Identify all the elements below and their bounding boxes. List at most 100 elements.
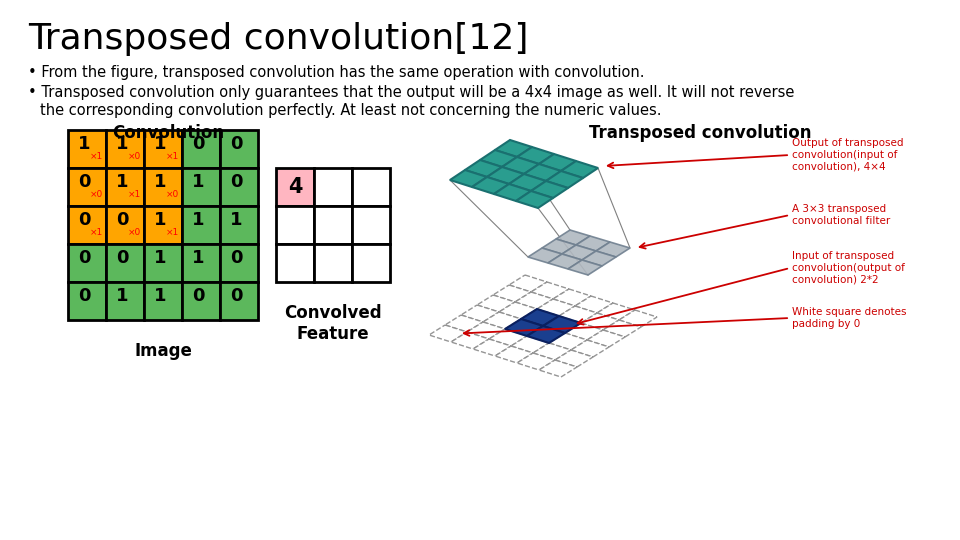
Bar <box>314 168 352 206</box>
Text: Transposed convolution: Transposed convolution <box>588 124 811 142</box>
Text: 0: 0 <box>78 212 90 230</box>
Bar <box>182 282 220 320</box>
Bar <box>144 130 182 168</box>
Bar <box>276 168 314 206</box>
Text: 1: 1 <box>192 249 204 267</box>
Text: ×1: ×1 <box>166 152 180 161</box>
Polygon shape <box>483 312 521 329</box>
Polygon shape <box>521 309 559 326</box>
Polygon shape <box>565 323 603 340</box>
Polygon shape <box>562 245 596 260</box>
Bar <box>182 206 220 244</box>
Text: 1: 1 <box>116 173 129 192</box>
Bar <box>182 130 220 168</box>
Polygon shape <box>477 295 515 312</box>
Text: 1: 1 <box>116 287 129 306</box>
Polygon shape <box>495 140 532 157</box>
Bar <box>68 168 106 206</box>
Text: A 3×3 transposed
convolutional filter: A 3×3 transposed convolutional filter <box>792 204 890 226</box>
Text: • Transposed convolution only guarantees that the output will be a 4x4 image as : • Transposed convolution only guarantees… <box>28 85 794 100</box>
Bar <box>144 244 182 282</box>
Bar <box>68 130 106 168</box>
Bar <box>220 244 258 282</box>
Text: ×0: ×0 <box>129 152 141 161</box>
Polygon shape <box>499 302 537 319</box>
Bar <box>106 168 144 206</box>
Polygon shape <box>539 360 577 377</box>
Bar <box>276 244 314 282</box>
Polygon shape <box>531 282 569 299</box>
Polygon shape <box>533 343 571 360</box>
Bar <box>220 206 258 244</box>
Bar <box>314 206 352 244</box>
Text: • From the figure, transposed convolution has the same operation with convolutio: • From the figure, transposed convolutio… <box>28 65 644 80</box>
Polygon shape <box>472 177 509 194</box>
Bar <box>106 282 144 320</box>
Polygon shape <box>521 309 559 326</box>
Polygon shape <box>575 296 613 313</box>
Text: ×1: ×1 <box>90 152 104 161</box>
Text: 1: 1 <box>154 136 166 153</box>
Polygon shape <box>539 154 576 171</box>
Text: 0: 0 <box>78 249 90 267</box>
Polygon shape <box>516 191 553 208</box>
Text: 0: 0 <box>78 287 90 306</box>
Bar <box>352 206 390 244</box>
Text: 4: 4 <box>288 177 302 197</box>
Bar <box>220 130 258 168</box>
Polygon shape <box>548 254 582 269</box>
Polygon shape <box>619 310 657 327</box>
Bar <box>352 168 390 206</box>
Text: 0: 0 <box>229 136 242 153</box>
Text: 0: 0 <box>229 173 242 192</box>
Polygon shape <box>555 350 593 367</box>
Polygon shape <box>517 353 555 370</box>
Polygon shape <box>596 242 630 257</box>
Polygon shape <box>493 285 531 302</box>
Polygon shape <box>505 319 543 336</box>
Text: Convolved
Feature: Convolved Feature <box>284 304 382 343</box>
Polygon shape <box>581 313 619 330</box>
Polygon shape <box>473 339 511 356</box>
Polygon shape <box>467 322 505 339</box>
Polygon shape <box>556 230 590 245</box>
Text: ×1: ×1 <box>90 228 104 237</box>
Text: 1: 1 <box>192 212 204 230</box>
Polygon shape <box>517 147 554 164</box>
Bar <box>68 282 106 320</box>
Polygon shape <box>527 326 565 343</box>
Polygon shape <box>543 316 581 333</box>
Polygon shape <box>451 332 489 349</box>
Polygon shape <box>509 275 547 292</box>
Polygon shape <box>559 306 597 323</box>
Text: 0: 0 <box>78 173 90 192</box>
Text: 0: 0 <box>192 136 204 153</box>
Bar <box>276 206 314 244</box>
Polygon shape <box>445 315 483 332</box>
Polygon shape <box>597 303 635 320</box>
Text: Convolution: Convolution <box>112 124 224 142</box>
Polygon shape <box>487 167 524 184</box>
Polygon shape <box>502 157 539 174</box>
Text: ×0: ×0 <box>129 228 141 237</box>
Bar <box>182 168 220 206</box>
Text: 0: 0 <box>229 249 242 267</box>
Polygon shape <box>568 260 602 275</box>
Polygon shape <box>494 184 531 201</box>
Polygon shape <box>461 305 499 322</box>
Bar <box>220 168 258 206</box>
Polygon shape <box>429 325 467 342</box>
Text: 0: 0 <box>192 287 204 306</box>
Polygon shape <box>528 248 562 263</box>
Text: 1: 1 <box>78 136 90 153</box>
Text: Output of transposed
convolution(input of
convolution), 4×4: Output of transposed convolution(input o… <box>792 138 903 172</box>
Polygon shape <box>515 292 553 309</box>
Text: 0: 0 <box>229 287 242 306</box>
Text: 0: 0 <box>116 249 129 267</box>
Text: 1: 1 <box>229 212 242 230</box>
Polygon shape <box>480 150 517 167</box>
Bar <box>144 206 182 244</box>
Text: 0: 0 <box>116 212 129 230</box>
Text: ×0: ×0 <box>90 190 104 199</box>
Bar <box>352 244 390 282</box>
